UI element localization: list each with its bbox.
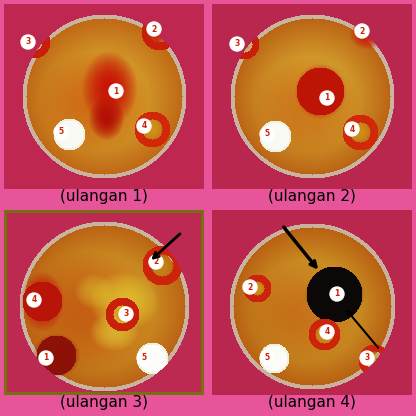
- Text: (ulangan 1): (ulangan 1): [60, 188, 148, 203]
- Text: 1: 1: [43, 354, 49, 362]
- Text: 4: 4: [141, 121, 146, 131]
- Circle shape: [21, 35, 35, 49]
- Circle shape: [360, 351, 374, 365]
- Circle shape: [243, 280, 257, 294]
- Text: (ulangan 3): (ulangan 3): [60, 394, 148, 409]
- Text: 5: 5: [265, 129, 270, 139]
- Circle shape: [109, 84, 123, 98]
- Text: (ulangan 4): (ulangan 4): [268, 394, 356, 409]
- Text: 3: 3: [234, 40, 240, 49]
- Circle shape: [147, 22, 161, 36]
- Text: 3: 3: [124, 310, 129, 319]
- Text: 1: 1: [114, 87, 119, 96]
- Circle shape: [355, 24, 369, 38]
- Circle shape: [330, 287, 344, 301]
- Text: 3: 3: [25, 37, 31, 47]
- Text: 1: 1: [334, 290, 339, 299]
- Circle shape: [149, 255, 163, 269]
- Text: (ulangan 2): (ulangan 2): [268, 188, 356, 203]
- Text: 2: 2: [359, 27, 365, 35]
- Circle shape: [137, 119, 151, 133]
- Circle shape: [260, 127, 274, 141]
- Text: 2: 2: [248, 282, 253, 292]
- Text: 4: 4: [349, 124, 354, 134]
- Circle shape: [54, 125, 68, 139]
- Text: 4: 4: [324, 327, 329, 337]
- Text: 2: 2: [151, 25, 157, 34]
- Circle shape: [39, 351, 53, 365]
- Text: 5: 5: [265, 354, 270, 362]
- Circle shape: [320, 325, 334, 339]
- Circle shape: [119, 307, 133, 321]
- Text: 5: 5: [141, 354, 146, 362]
- Text: 1: 1: [324, 94, 329, 102]
- Circle shape: [27, 293, 41, 307]
- Circle shape: [260, 351, 274, 365]
- Text: 4: 4: [31, 295, 37, 305]
- Circle shape: [320, 91, 334, 105]
- Text: 3: 3: [364, 354, 370, 362]
- Circle shape: [345, 122, 359, 136]
- Text: 2: 2: [154, 258, 158, 267]
- Circle shape: [137, 351, 151, 365]
- Text: 5: 5: [58, 127, 64, 136]
- Circle shape: [230, 37, 244, 51]
